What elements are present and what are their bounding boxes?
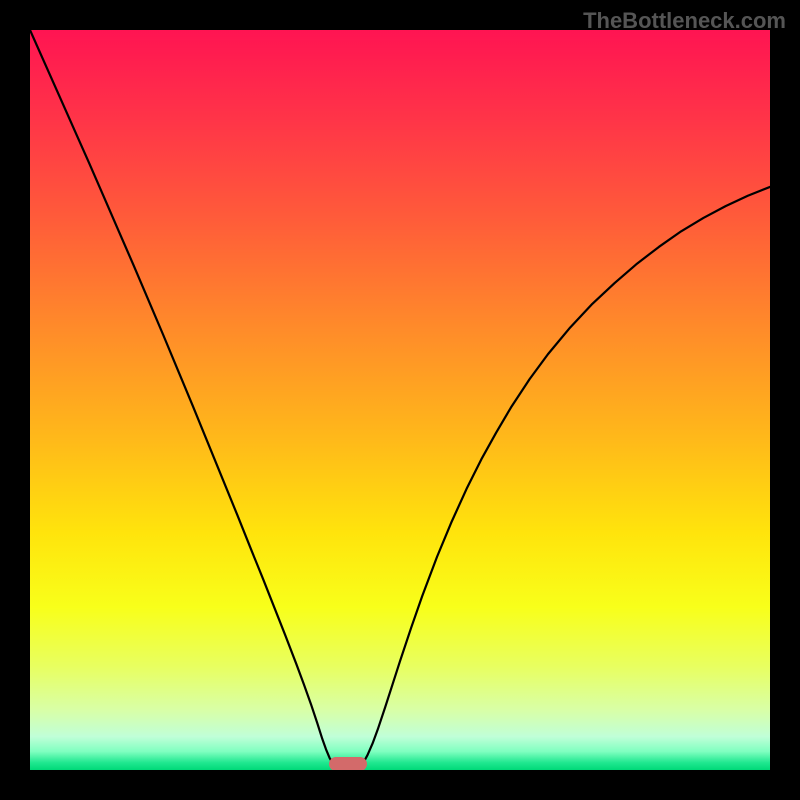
plot-area [30,30,770,770]
minimum-marker [329,757,367,770]
watermark-text: TheBottleneck.com [583,8,786,34]
gradient-chart-svg [30,30,770,770]
